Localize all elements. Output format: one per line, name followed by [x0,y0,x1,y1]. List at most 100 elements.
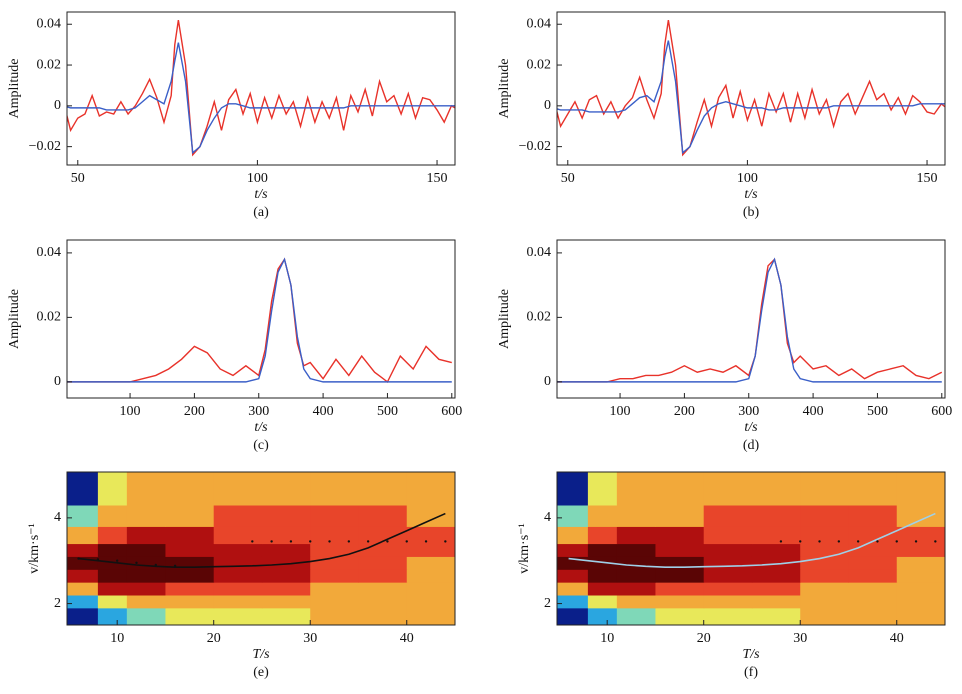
heatmap-cell [703,582,753,596]
heatmap-cell [261,543,311,557]
x-tick-label: 30 [303,631,317,646]
x-axis-label: T/s [252,647,270,662]
heatmap-cell [751,556,801,570]
x-tick-label: 50 [71,171,85,186]
y-tick-label: 0.02 [37,310,62,325]
heatmap-cell [126,526,166,545]
dispersion-dot [270,540,273,543]
heatmap-cell [97,607,128,625]
heatmap-cell [800,472,849,506]
axes-frame [556,471,946,626]
heatmap-cell [261,607,311,625]
heatmap-cell [406,505,455,527]
heatmap-cell [165,543,215,557]
x-axis-label: t/s [254,187,268,202]
heatmap-cell [896,582,945,596]
heatmap-cell [310,595,359,609]
heatmap-cell [97,595,128,609]
dispersion-dot [96,558,100,561]
panel-caption: (a) [253,205,269,220]
dispersion-dot [251,540,254,543]
y-axis-label: Amplitude [7,59,22,119]
heatmap-cell [165,595,215,609]
x-tick-label: 200 [674,404,695,419]
heatmap-cell [557,543,589,557]
x-tick-label: 400 [313,404,334,419]
dispersion-dot [876,540,879,543]
heatmap-cell [848,607,898,625]
y-tick-label: 0.04 [37,16,62,31]
dispersion-dot [895,540,898,543]
heatmap-cell [896,543,945,557]
heatmap-cell [848,595,898,609]
dispersion-dot [77,557,80,560]
x-tick-label: 300 [248,404,269,419]
heatmap-cell [587,607,618,625]
dispersion-dot [154,563,157,567]
heatmap-cell [655,526,705,545]
heatmap-cell [406,595,455,609]
plot-area [557,20,945,157]
heatmap-cell [67,472,99,506]
x-tick-label: 20 [697,631,711,646]
series-line [557,257,942,383]
heatmap-cell [213,607,263,625]
heatmap-cell [97,543,128,557]
heatmap-cell [213,582,263,596]
x-tick-label: 20 [207,631,221,646]
heatmap-cell [896,556,945,570]
heatmap-cell [896,607,945,625]
plot-area [67,257,452,383]
heatmap-cell [587,505,618,527]
y-axis-label: v/km·s⁻¹ [517,523,532,573]
heatmap-cell [616,607,656,625]
x-tick-label: 40 [890,631,904,646]
heatmap-cell [406,607,455,625]
heatmap-cell [800,569,849,583]
axes-frame [556,239,946,399]
dispersion-dot [386,540,389,543]
series-line [557,257,943,383]
heatmap-cell [557,582,589,596]
heatmap-cell [587,569,618,583]
series-line [67,20,455,157]
heatmap-cell [126,595,166,609]
y-tick-label: 0.04 [37,245,62,260]
heatmap-cell [358,543,408,557]
heatmap-cell [800,595,849,609]
x-tick-label: 150 [917,171,938,186]
heatmap-cell [616,472,656,506]
axes-frame [66,471,456,626]
heatmap-cell [557,526,589,545]
heatmap-cell [67,582,99,596]
heatmap-cell [165,526,215,545]
heatmap-cell [310,526,359,545]
dispersion-dot [309,540,312,543]
heatmap-cell [800,607,849,625]
x-axis-label: t/s [254,420,268,435]
y-axis-label: Amplitude [7,289,22,349]
heatmap-cell [896,595,945,609]
heatmap-cell [358,472,408,506]
heatmap-cell [358,607,408,625]
heatmap-cell [165,607,215,625]
heatmap-cell [126,582,166,596]
x-tick-label: 300 [738,404,759,419]
heatmap-cell [261,582,311,596]
y-tick-label: 0.04 [527,16,552,31]
heatmap-cell [310,505,359,527]
plot-area [557,472,945,625]
axes-frame [66,239,456,399]
x-tick-label: 400 [803,404,824,419]
dispersion-dot [347,540,351,543]
heatmap-cell [213,505,263,527]
dispersion-dot [444,540,447,543]
heatmap-cell [213,595,263,609]
heatmap-cell [557,607,589,625]
heatmap-cell [67,569,99,583]
series-line [67,257,452,383]
y-tick-label: 0 [544,98,551,113]
heatmap-cell [655,595,705,609]
heatmap-cell [358,556,408,570]
heatmap-cell [67,505,99,527]
